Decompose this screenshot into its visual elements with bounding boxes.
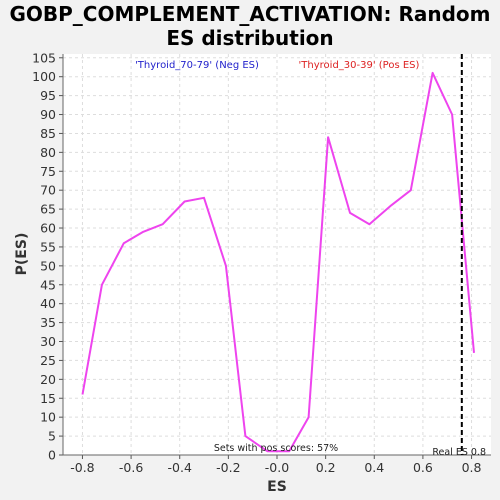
y-tick-label: 55	[40, 239, 56, 254]
chart-title-line1: GOBP_COMPLEMENT_ACTIVATION: Random	[9, 2, 491, 26]
x-tick-label: -0.2	[216, 460, 240, 475]
y-tick-label: 95	[40, 88, 56, 103]
axes: 0 5 10 15 20 25 30 35 40 45 50 55 60 65 70 75 80 85 90 95 10…	[32, 50, 491, 475]
x-tick-label: -0.6	[119, 460, 143, 475]
legend-neg-es: 'Thyroid_70-79' (Neg ES)	[135, 60, 259, 71]
legend-pos-es: 'Thyroid_30-39' (Pos ES)	[299, 60, 420, 71]
x-tick-label: -0.0	[265, 460, 289, 475]
x-tick-label: 0.2	[316, 460, 336, 475]
real-es-label: Real ES 0.8	[432, 447, 486, 458]
y-axis-label: P(ES)	[14, 233, 30, 276]
y-tick-label: 30	[40, 334, 56, 349]
y-tick-label: 35	[40, 315, 56, 330]
y-tick-label: 70	[40, 183, 56, 198]
y-tick-label: 20	[40, 372, 56, 387]
y-tick-label: 10	[40, 410, 56, 425]
y-tick-label: 105	[32, 50, 56, 65]
x-tick-label: 0.4	[364, 460, 384, 475]
y-tick-label: 40	[40, 296, 56, 311]
x-axis-label: ES	[267, 479, 287, 495]
y-tick-label: 85	[40, 126, 56, 141]
y-tick-label: 65	[40, 202, 56, 217]
y-tick-label: 45	[40, 277, 56, 292]
y-tick-label: 0	[48, 448, 56, 463]
y-tick-label: 25	[40, 353, 56, 368]
y-tick-label: 50	[40, 258, 56, 273]
y-tick-label: 5	[48, 429, 56, 444]
y-tick-label: 90	[40, 107, 56, 122]
y-tick-label: 75	[40, 164, 56, 179]
es-distribution-line	[81, 71, 475, 453]
series-layer	[81, 54, 475, 455]
pos-scores-label: Sets with pos scores: 57%	[214, 443, 338, 454]
y-tick-label: 15	[40, 391, 56, 406]
chart-title: GOBP_COMPLEMENT_ACTIVATION: Random ES di…	[0, 2, 500, 50]
y-tick-label: 100	[32, 69, 56, 84]
x-tick-label: -0.8	[70, 460, 94, 475]
y-tick-label: 80	[40, 145, 56, 160]
x-tick-label: -0.4	[168, 460, 192, 475]
chart-title-line2: ES distribution	[166, 26, 334, 50]
y-tick-label: 60	[40, 221, 56, 236]
x-tick-label: 0.8	[462, 460, 482, 475]
grid	[63, 54, 491, 456]
x-tick-label: 0.6	[413, 460, 433, 475]
